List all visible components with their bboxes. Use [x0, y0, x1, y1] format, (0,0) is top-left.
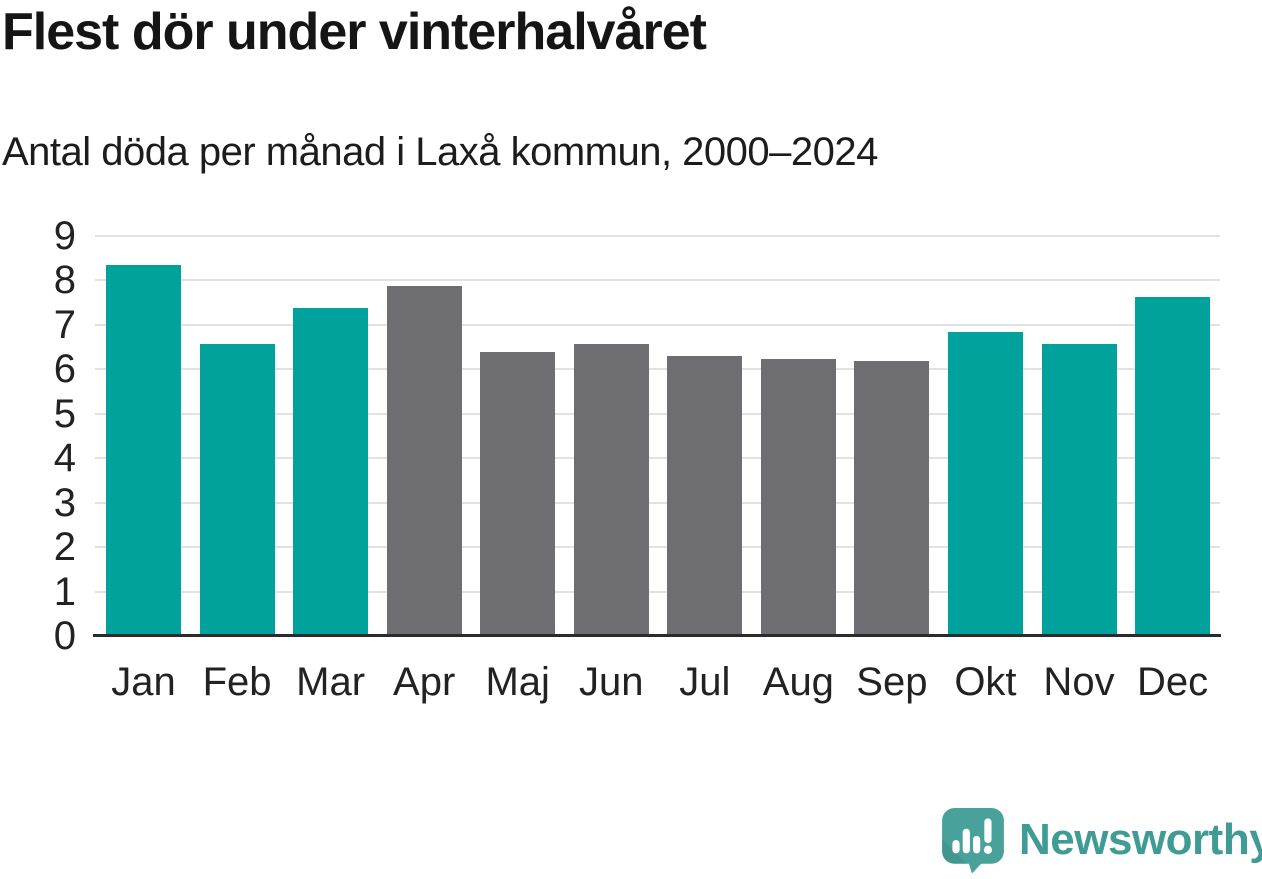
bar-apr — [386, 285, 462, 636]
bar-sep — [854, 360, 930, 636]
y-tick-label: 9 — [53, 214, 76, 258]
plot-area — [95, 235, 1220, 636]
y-tick-label: 0 — [53, 614, 76, 658]
x-tick-label: Okt — [954, 660, 1017, 704]
x-tick-label: Feb — [202, 660, 272, 704]
bar-jan — [106, 264, 181, 636]
y-tick-label: 3 — [53, 480, 76, 525]
gridline — [95, 235, 1220, 237]
x-tick-label: Mar — [296, 660, 366, 704]
x-tick-label: Dec — [1136, 660, 1209, 704]
y-tick-label: 5 — [53, 391, 76, 436]
gridline — [95, 368, 1220, 371]
y-tick-label: 2 — [53, 525, 76, 570]
bar-dec — [1135, 297, 1211, 636]
bar-jul — [667, 356, 743, 636]
gridline — [95, 457, 1220, 460]
bar-feb — [199, 344, 275, 636]
footer-brand: Newsworthy — [940, 806, 1262, 874]
gridline — [95, 501, 1220, 504]
y-tick-label: 8 — [53, 258, 76, 303]
y-tick-label: 1 — [53, 569, 76, 614]
y-tick-label: 7 — [53, 302, 76, 347]
x-tick-label: Apr — [393, 660, 456, 704]
x-tick-label: Jun — [579, 660, 644, 704]
bar-mar — [293, 308, 369, 636]
x-tick-label: Maj — [485, 660, 550, 704]
x-tick-label: Aug — [762, 660, 834, 704]
x-axis-line — [93, 634, 1221, 637]
gridline — [95, 546, 1220, 549]
gridline — [95, 412, 1220, 415]
chart-title: Flest dör under vinterhalvåret — [2, 3, 707, 61]
bar-maj — [480, 351, 556, 636]
newsworthy-bubble-chart-icon — [940, 806, 1006, 874]
x-tick-label: Sep — [856, 660, 928, 704]
bar-nov — [1041, 344, 1117, 636]
x-tick-label: Jan — [111, 660, 176, 704]
x-tick-label: Jul — [679, 660, 731, 704]
brand-name: Newsworthy — [1019, 815, 1262, 864]
bar-okt — [947, 331, 1023, 636]
x-tick-label: Nov — [1043, 660, 1115, 704]
gridline — [95, 590, 1220, 593]
gridline — [95, 323, 1220, 326]
gridline — [95, 279, 1220, 282]
y-tick-label: 4 — [53, 436, 76, 481]
chart-subtitle: Antal döda per månad i Laxå kommun, 2000… — [2, 130, 878, 174]
bar-jun — [573, 344, 649, 636]
y-tick-label: 6 — [53, 347, 76, 392]
bar-aug — [760, 358, 836, 636]
x-axis-labels: Jan Feb Mar Apr Maj Jun Jul Aug Sep Okt Nov Dec — [95, 660, 1220, 710]
